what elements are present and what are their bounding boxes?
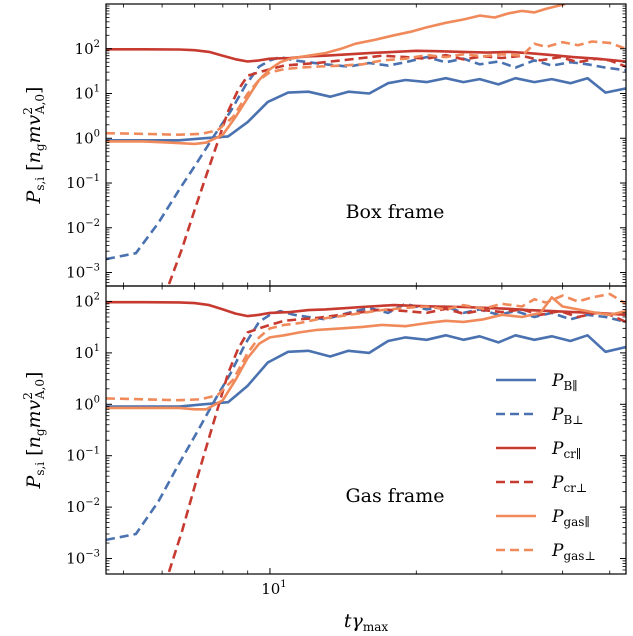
legend-label-Pb_par: PB∥ (551, 371, 578, 393)
top-ytick-label: 10−2 (66, 218, 100, 237)
bottom-xtick-label: 101 (261, 579, 286, 598)
bottom-ytick-label: 10−1 (66, 446, 100, 465)
top-ytick-label: 10−3 (66, 263, 100, 282)
bottom-series-Pcr_perp (167, 307, 626, 573)
bottom-series-Pgas_par (106, 296, 626, 411)
top-series-Pgas_perp (106, 40, 626, 136)
bottom-ytick-label: 101 (75, 343, 100, 362)
top-series-Pcr_par (106, 47, 626, 63)
top-ytick-label: 10−1 (66, 173, 100, 192)
bottom-x-ticks: 101 (123, 286, 611, 598)
legend-label-Pb_perp: PB⊥ (551, 405, 584, 427)
legend-label-Pgas_perp: Pgas⊥ (551, 541, 596, 563)
svg-text:Ps,i [ngmv2A,0]: Ps,i [ngmv2A,0] (21, 87, 47, 205)
top-series-Pgas_par (106, 4, 566, 146)
panel-box-frame: 10−3 10−2 10−1 100 101 102 Box frame Ps,i [ng… (21, 3, 627, 287)
top-ytick-label: 100 (75, 128, 100, 147)
bottom-ytick-label: 10−3 (66, 549, 100, 568)
bottom-y-ticks: 10−3 10−2 10−1 100 101 102 (66, 285, 626, 575)
bottom-ytick-label: 10−2 (66, 497, 100, 516)
x-axis-label: tγmax (344, 610, 389, 634)
top-x-ticks (123, 4, 611, 286)
bottom-axes-frame (105, 285, 627, 575)
top-series-Pb_perp (106, 55, 626, 261)
top-series-Pcr_perp (167, 53, 626, 285)
bottom-series-Pb_par (106, 333, 626, 408)
bottom-ytick-label: 102 (75, 291, 100, 310)
panel-gas-frame: 10−3 10−2 10−1 100 101 102 101 Gas frame Ps,i… (21, 285, 627, 634)
legend-label-Pcr_par: Pcr∥ (551, 439, 581, 461)
bottom-ytick-label: 100 (75, 394, 100, 413)
bottom-y-axis-label: Ps,i [ngmv2A,0] (21, 372, 47, 490)
legend-label-Pcr_perp: Pcr⊥ (551, 473, 587, 495)
svg-text:Ps,i [ngmv2A,0]: Ps,i [ngmv2A,0] (21, 372, 47, 490)
bottom-series-Pb_perp (106, 302, 626, 542)
bottom-series-Pgas_perp (106, 292, 626, 402)
top-y-axis-label: Ps,i [ngmv2A,0] (21, 87, 47, 205)
bottom-annotation: Gas frame (346, 485, 445, 507)
svg-text:tγmax: tγmax (344, 610, 389, 634)
top-ytick-label: 101 (75, 84, 100, 103)
legend-label-Pgas_par: Pgas∥ (551, 507, 590, 529)
bottom-series-group (106, 292, 626, 573)
top-series-group (106, 4, 626, 285)
top-annotation: Box frame (346, 201, 445, 223)
top-ytick-label: 102 (75, 39, 100, 58)
top-y-ticks: 10−3 10−2 10−1 100 101 102 (66, 3, 626, 287)
top-series-Pb_par (106, 76, 626, 142)
legend: PB∥ PB⊥ Pcr∥ Pcr⊥ Pgas∥ Pgas⊥ (496, 371, 596, 563)
